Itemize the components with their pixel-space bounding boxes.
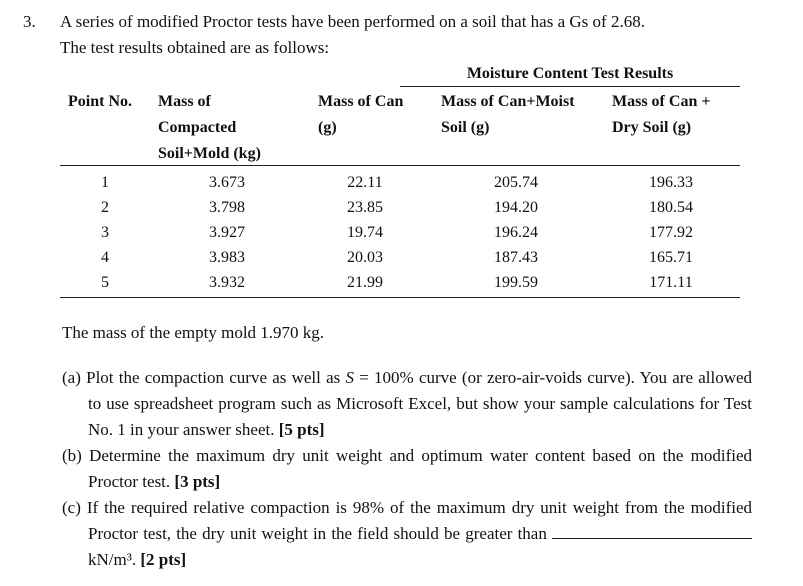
- rule: [60, 165, 740, 166]
- cell: 23.85: [347, 199, 383, 216]
- column-header: (g): [318, 119, 337, 136]
- part-text: Determine the maximum dry unit weight an…: [88, 446, 753, 491]
- rule: [60, 297, 740, 298]
- group-header: Moisture Content Test Results: [466, 65, 674, 82]
- cell: 165.71: [649, 249, 693, 266]
- points: [3 pts]: [174, 472, 221, 491]
- cell: 3.927: [209, 224, 245, 241]
- cell: 187.43: [494, 249, 538, 266]
- problem-number: 3.: [23, 12, 36, 31]
- intro-line: The test results obtained are as follows…: [60, 38, 330, 57]
- part-label: (b): [62, 446, 82, 465]
- column-header: Dry Soil (g): [612, 119, 692, 136]
- part-label: (c): [62, 498, 81, 517]
- column-header: Mass of Can +: [612, 93, 711, 110]
- column-header: Compacted: [158, 119, 237, 136]
- cell: 194.20: [494, 199, 538, 216]
- part-label: (a): [62, 368, 81, 387]
- part-a: (a) Plot the compaction curve as well as…: [62, 365, 752, 443]
- part-text: Plot the compaction curve as well as: [86, 368, 341, 387]
- cell: 3.673: [209, 174, 245, 191]
- cell: 5: [101, 274, 109, 291]
- rule: [400, 86, 740, 87]
- cell: 180.54: [649, 199, 693, 216]
- cell: 177.92: [649, 224, 693, 241]
- cell: 3.983: [209, 249, 245, 266]
- cell: 3.932: [209, 274, 245, 291]
- symbol: S: [345, 368, 355, 387]
- unit: kN/m³.: [88, 550, 137, 569]
- cell: 19.74: [347, 224, 383, 241]
- answer-blank: [552, 522, 752, 539]
- part-text: = 100% curve (or zero-air-voids curve). …: [88, 368, 753, 439]
- cell: 196.24: [494, 224, 538, 241]
- cell: 196.33: [649, 174, 693, 191]
- column-header: Soil (g): [441, 119, 490, 136]
- cell: 3.798: [209, 199, 245, 216]
- cell: 2: [101, 199, 109, 216]
- part-text: If the required relative compaction is 9…: [86, 498, 752, 543]
- cell: 22.11: [347, 174, 383, 191]
- cell: 171.11: [649, 274, 693, 291]
- cell: 205.74: [494, 174, 538, 191]
- cell: 199.59: [494, 274, 538, 291]
- points: [5 pts]: [278, 420, 325, 439]
- points: [2 pts]: [140, 550, 187, 569]
- column-header: Mass of: [158, 93, 211, 110]
- column-header: Point No.: [68, 93, 132, 110]
- part-c: (c) If the required relative compaction …: [62, 495, 752, 573]
- cell: 21.99: [347, 274, 383, 291]
- note: The mass of the empty mold 1.970 kg.: [62, 323, 325, 342]
- column-header: Mass of Can+Moist: [441, 93, 575, 110]
- cell: 3: [101, 224, 109, 241]
- column-header: Mass of Can: [318, 93, 404, 110]
- intro-line: A series of modified Proctor tests have …: [60, 12, 645, 31]
- cell: 20.03: [347, 249, 383, 266]
- cell: 1: [101, 174, 109, 191]
- cell: 4: [101, 249, 109, 266]
- column-header: Soil+Mold (kg): [158, 145, 261, 162]
- part-b: (b) Determine the maximum dry unit weigh…: [62, 443, 752, 495]
